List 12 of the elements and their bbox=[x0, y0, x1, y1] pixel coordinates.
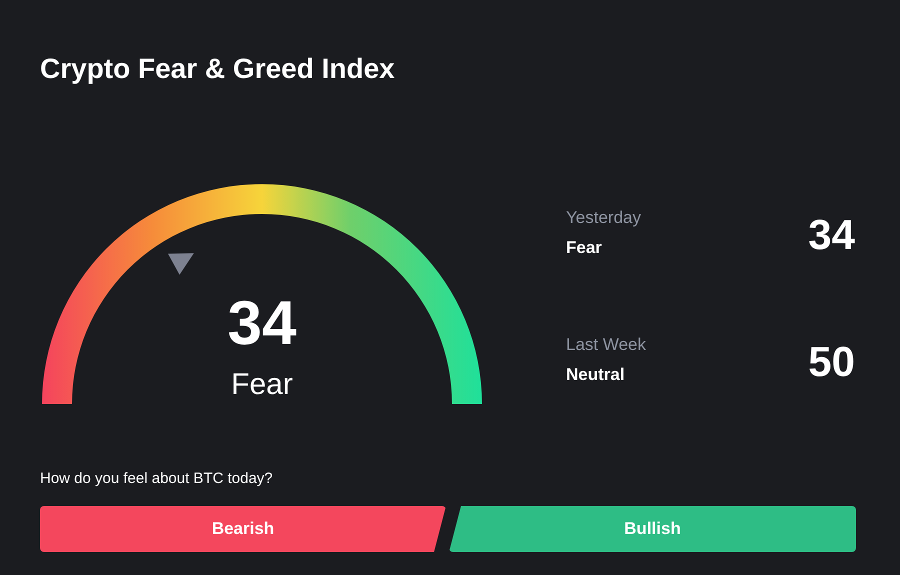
bullish-button: Bullish bbox=[449, 506, 856, 552]
category-label: Yesterday bbox=[566, 208, 642, 227]
text: Fear bbox=[231, 368, 293, 401]
data-label: 34 bbox=[228, 289, 297, 358]
text: Neutral bbox=[566, 365, 625, 384]
text: Crypto Fear & Greed Index bbox=[40, 53, 396, 84]
text: How do you feel about BTC today? bbox=[40, 470, 273, 487]
data-label: 50 bbox=[808, 338, 855, 385]
text: Fear bbox=[566, 238, 602, 257]
data-label: 34 bbox=[808, 211, 856, 258]
bearish-button: Bearish bbox=[40, 506, 446, 552]
category-label: Last Week bbox=[566, 335, 647, 354]
